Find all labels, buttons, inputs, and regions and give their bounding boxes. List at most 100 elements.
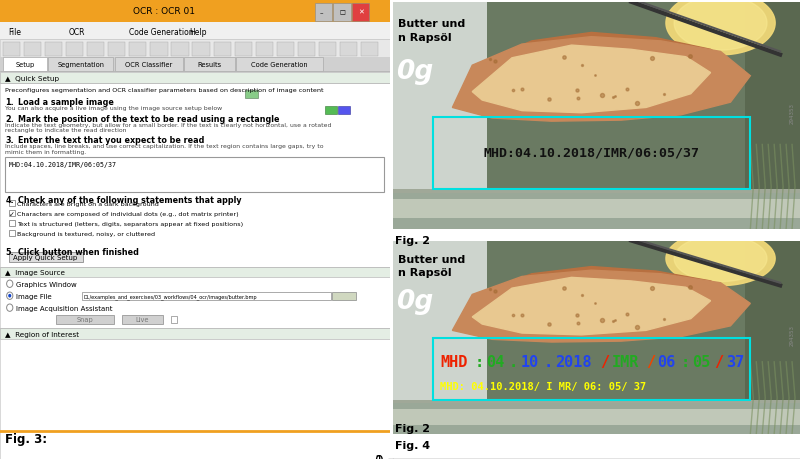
Bar [48,58,114,72]
Text: Butter und: Butter und [398,18,465,28]
Text: Butter und: Butter und [398,254,465,264]
Bar [338,107,350,115]
Text: ✕: ✕ [358,10,364,16]
Text: 0g: 0g [396,59,433,84]
Bar [0,267,390,278]
Bar [150,43,167,57]
Bar [0,72,390,459]
Bar [0,23,390,40]
Polygon shape [666,232,775,286]
Text: Results: Results [197,62,222,68]
Bar [193,43,210,57]
Circle shape [6,304,13,312]
Bar [234,43,252,57]
Text: .: . [543,354,552,369]
Bar [3,43,20,57]
Text: Image Acquisition Assistant: Image Acquisition Assistant [16,305,113,311]
Bar [433,118,750,190]
Bar [24,43,42,57]
Bar [236,58,323,72]
Bar [0,73,390,84]
Text: n Rapsöl: n Rapsöl [398,267,451,277]
Bar [6,158,384,193]
Text: 10: 10 [521,354,538,369]
Text: Segmentation: Segmentation [57,62,104,68]
Bar [57,315,114,324]
Text: /: / [646,354,655,369]
Text: OCR: OCR [69,28,86,37]
Bar [184,58,234,72]
Bar [122,315,163,324]
Text: ▲  Image Source: ▲ Image Source [6,269,66,276]
Text: Check any of the following statements that apply: Check any of the following statements th… [18,196,241,205]
Text: Fig. 2: Fig. 2 [395,235,430,246]
Bar [487,241,800,434]
Text: rectangle to indicate the read direction: rectangle to indicate the read direction [6,128,127,133]
Bar [487,3,800,230]
Bar [393,190,800,194]
Text: Indicate the text geometry, but allow for a small border. If the text is clearly: Indicate the text geometry, but allow fo… [6,123,332,128]
Text: Fig. 3:: Fig. 3: [6,432,47,445]
Bar [9,252,82,263]
Text: Live: Live [135,316,149,323]
Bar [0,0,390,23]
Bar [334,4,350,22]
Bar [130,43,146,57]
Text: IMR: IMR [612,354,639,369]
Text: 1.: 1. [6,97,14,106]
Bar [340,43,357,57]
Polygon shape [666,0,775,56]
Bar [255,43,273,57]
Bar [746,241,800,434]
Bar [9,201,15,207]
Bar [393,400,800,434]
Text: –: – [320,10,323,16]
Text: ▲  Quick Setup: ▲ Quick Setup [6,75,59,82]
Text: :: : [680,354,690,369]
Text: Fig. 2: Fig. 2 [395,423,430,433]
Text: 04: 04 [486,354,505,369]
Text: Graphics Window: Graphics Window [16,281,77,287]
Text: /: / [600,354,610,369]
Circle shape [6,280,13,288]
Bar [114,58,182,72]
Text: 0g: 0g [396,289,433,314]
Text: Apply Quick Setup: Apply Quick Setup [14,254,78,261]
Text: 2018: 2018 [554,354,591,369]
Polygon shape [472,46,710,113]
Text: ✓: ✓ [9,211,15,217]
Bar [45,43,62,57]
Text: n Rapsöl: n Rapsöl [398,34,451,43]
Text: Fig. 4: Fig. 4 [395,440,430,450]
Text: 2.: 2. [6,114,14,123]
Text: Setup: Setup [15,62,34,68]
Text: .: . [509,354,518,369]
Text: Snap: Snap [77,316,94,323]
Text: Background is textured, noisy, or cluttered: Background is textured, noisy, or clutte… [17,232,155,236]
Bar [318,43,336,57]
Bar [332,292,356,300]
Bar [87,43,105,57]
Text: Enter the text that you expect to be read: Enter the text that you expect to be rea… [18,136,204,145]
Polygon shape [458,267,746,341]
Text: Image File: Image File [16,293,52,299]
Text: □: □ [339,11,345,15]
Bar [326,107,337,115]
Text: 294353: 294353 [790,103,795,124]
Text: File: File [9,28,22,37]
Text: 5.: 5. [6,248,14,257]
Bar [214,43,230,57]
Polygon shape [674,236,767,282]
Bar [171,43,189,57]
Polygon shape [452,270,750,342]
Text: MHD:04.10.2018/IMR/06:05/37: MHD:04.10.2018/IMR/06:05/37 [9,162,117,168]
Text: Preconfigures segmentation and OCR classifier parameters based on description of: Preconfigures segmentation and OCR class… [6,88,324,93]
Bar [393,241,487,434]
Text: Text is structured (letters, digits, separators appear at fixed positions): Text is structured (letters, digits, sep… [17,222,243,226]
Text: ▲  Region of Interest: ▲ Region of Interest [6,331,79,337]
Bar [170,317,178,323]
Text: You can also acquire a live image using the image source setup below: You can also acquire a live image using … [6,106,222,111]
Text: 294353: 294353 [790,325,795,346]
Circle shape [8,294,11,298]
Text: Characters are composed of individual dots (e.g., dot matrix printer): Characters are composed of individual do… [17,212,238,216]
